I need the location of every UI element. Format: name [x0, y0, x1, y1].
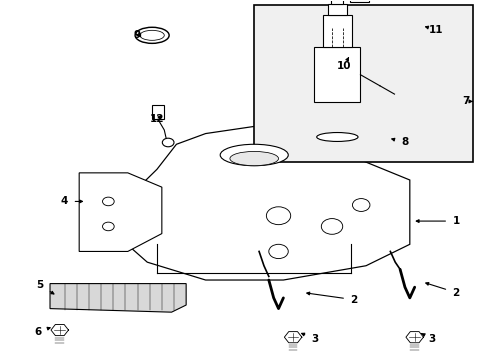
Circle shape — [266, 207, 290, 225]
Polygon shape — [51, 324, 68, 336]
Bar — [327, 4, 346, 15]
PathPatch shape — [79, 173, 162, 251]
Bar — [349, 0, 368, 3]
Ellipse shape — [316, 132, 357, 141]
Text: 2: 2 — [306, 292, 357, 305]
Text: 3: 3 — [301, 333, 318, 344]
Text: 4: 4 — [61, 197, 82, 206]
Bar — [152, 105, 164, 119]
Circle shape — [102, 197, 114, 206]
Ellipse shape — [229, 152, 278, 166]
Polygon shape — [405, 332, 423, 343]
Circle shape — [321, 219, 342, 234]
Circle shape — [268, 244, 287, 258]
Circle shape — [102, 222, 114, 231]
PathPatch shape — [50, 284, 186, 312]
Bar — [254, 5, 472, 162]
Text: 10: 10 — [336, 58, 351, 71]
Text: 7: 7 — [461, 96, 471, 107]
Text: 12: 12 — [149, 114, 164, 124]
PathPatch shape — [122, 126, 409, 280]
Text: 6: 6 — [34, 327, 50, 337]
Text: 3: 3 — [421, 333, 434, 344]
Ellipse shape — [135, 27, 169, 43]
Ellipse shape — [140, 30, 164, 40]
Text: 8: 8 — [391, 138, 408, 148]
Circle shape — [162, 138, 174, 147]
Circle shape — [352, 199, 369, 211]
Bar — [314, 47, 360, 102]
Bar — [330, 0, 343, 4]
Ellipse shape — [220, 144, 287, 166]
Text: 1: 1 — [415, 216, 459, 226]
Text: 9: 9 — [134, 30, 141, 40]
Text: 5: 5 — [37, 280, 54, 294]
Polygon shape — [284, 332, 301, 343]
Bar — [322, 15, 351, 47]
Text: 2: 2 — [425, 283, 459, 297]
Text: 11: 11 — [425, 25, 443, 35]
